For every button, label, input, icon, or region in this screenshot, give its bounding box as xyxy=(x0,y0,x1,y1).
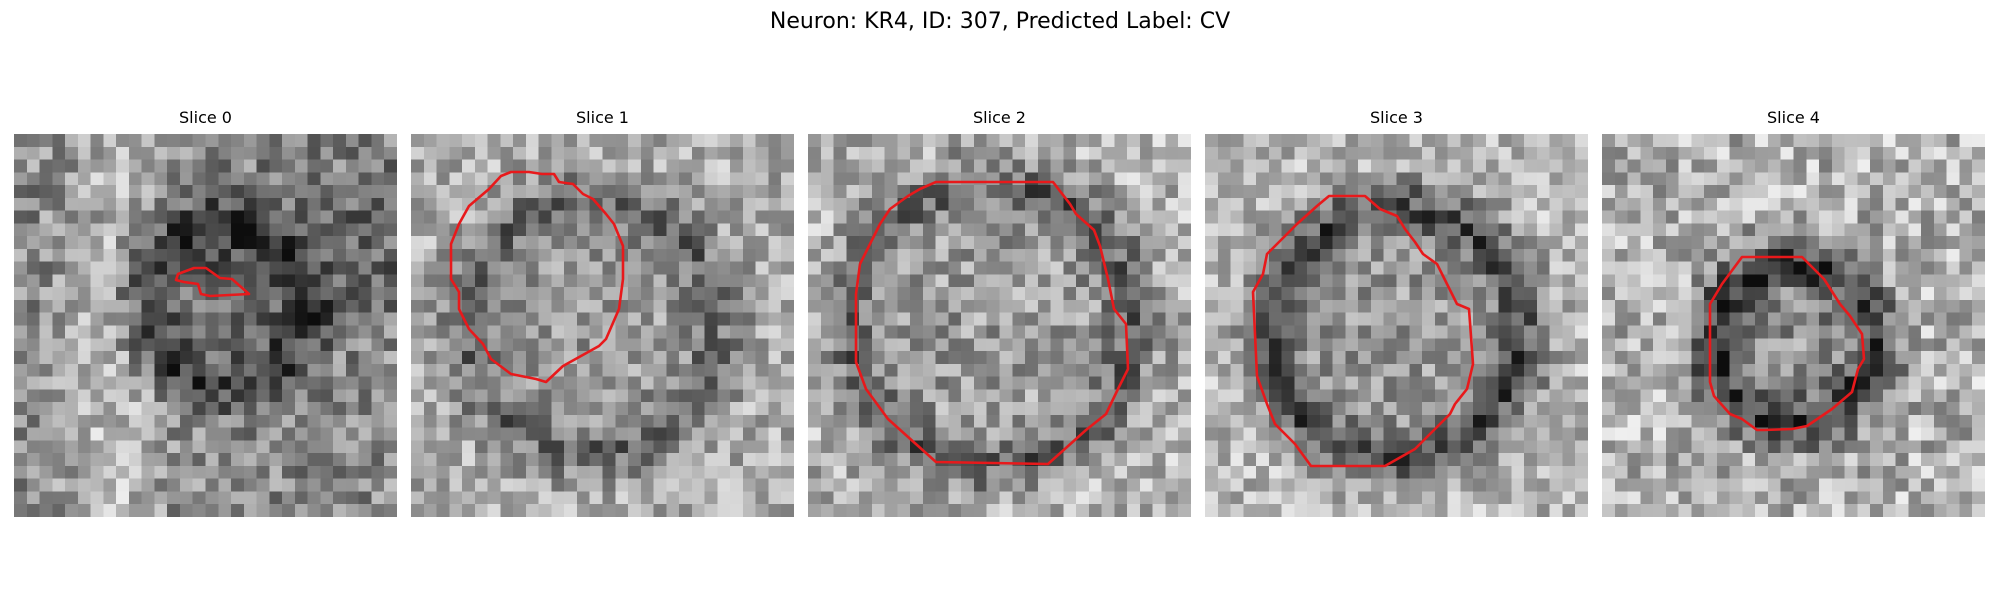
slice-panel-2: Slice 2 xyxy=(808,108,1191,517)
figure-title: Neuron: KR4, ID: 307, Predicted Label: C… xyxy=(769,9,1231,34)
roi-outline-0 xyxy=(174,266,251,298)
roi-contour-1 xyxy=(449,170,625,384)
roi-outline-3 xyxy=(1251,194,1475,468)
slice-image-3 xyxy=(1205,134,1588,517)
roi-contour-3 xyxy=(1251,194,1475,468)
slice-panel-4: Slice 4 xyxy=(1602,108,1985,517)
slice-title-2: Slice 2 xyxy=(973,108,1026,127)
roi-contour-4 xyxy=(1708,255,1866,432)
roi-outline-4 xyxy=(1708,255,1866,432)
slice-panel-3: Slice 3 xyxy=(1205,108,1588,517)
slice-image-0 xyxy=(14,134,397,517)
roi-contour-2 xyxy=(854,180,1130,466)
roi-contour-0 xyxy=(174,266,251,298)
slice-image-4 xyxy=(1602,134,1985,517)
slice-title-4: Slice 4 xyxy=(1767,108,1820,127)
roi-outline-1 xyxy=(449,170,625,384)
slice-title-1: Slice 1 xyxy=(576,108,629,127)
slice-panel-1: Slice 1 xyxy=(411,108,794,517)
slice-title-3: Slice 3 xyxy=(1370,108,1423,127)
slice-image-1 xyxy=(411,134,794,517)
slice-title-0: Slice 0 xyxy=(179,108,232,127)
slice-panel-0: Slice 0 xyxy=(14,108,397,517)
roi-outline-2 xyxy=(854,180,1130,466)
